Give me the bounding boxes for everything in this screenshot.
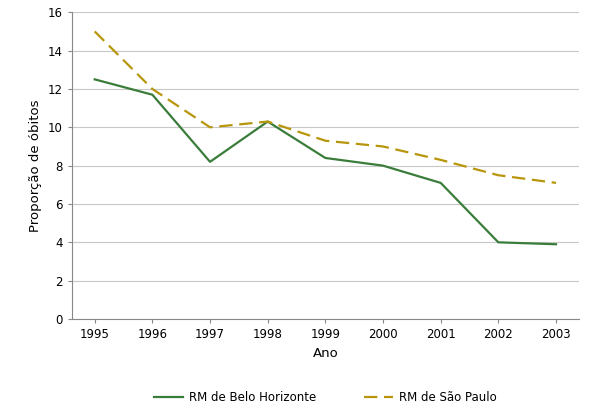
Line: RM de Belo Horizonte: RM de Belo Horizonte bbox=[95, 79, 556, 244]
RM de São Paulo bbox=[264, 119, 271, 124]
RM de Belo Horizonte bbox=[149, 92, 156, 97]
RM de São Paulo bbox=[437, 157, 444, 162]
RM de São Paulo bbox=[495, 173, 502, 178]
Line: RM de São Paulo: RM de São Paulo bbox=[95, 31, 556, 183]
RM de Belo Horizonte bbox=[207, 160, 214, 164]
RM de Belo Horizonte bbox=[322, 155, 329, 160]
RM de São Paulo bbox=[380, 144, 387, 149]
RM de São Paulo bbox=[149, 86, 156, 91]
RM de Belo Horizonte bbox=[437, 180, 444, 185]
RM de Belo Horizonte bbox=[91, 77, 99, 82]
RM de Belo Horizonte bbox=[264, 119, 271, 124]
RM de São Paulo bbox=[91, 29, 99, 34]
RM de São Paulo bbox=[207, 125, 214, 130]
Y-axis label: Proporção de óbitos: Proporção de óbitos bbox=[29, 99, 42, 232]
RM de São Paulo bbox=[552, 180, 559, 185]
RM de Belo Horizonte bbox=[380, 163, 387, 168]
RM de Belo Horizonte bbox=[495, 240, 502, 245]
Legend: RM de Belo Horizonte, RM de São Paulo: RM de Belo Horizonte, RM de São Paulo bbox=[149, 386, 501, 409]
RM de Belo Horizonte bbox=[552, 242, 559, 247]
X-axis label: Ano: Ano bbox=[312, 346, 338, 360]
RM de São Paulo bbox=[322, 138, 329, 143]
